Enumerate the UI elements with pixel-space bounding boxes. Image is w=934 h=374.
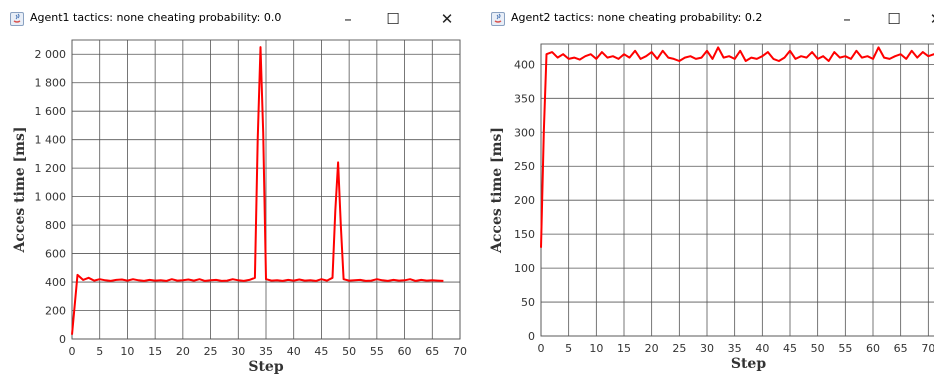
x-tick-label: 70 (453, 345, 467, 358)
x-tick-label: 65 (894, 342, 908, 355)
x-tick-label: 15 (148, 345, 162, 358)
window-title: Agent1 tactics: none cheating probabilit… (30, 11, 282, 24)
x-tick-label: 0 (69, 345, 76, 358)
y-tick-label: 50 (521, 296, 535, 309)
minimize-button[interactable]: – (843, 10, 851, 28)
x-tick-label: 20 (645, 342, 659, 355)
x-tick-label: 55 (370, 345, 384, 358)
y-tick-label: 300 (514, 126, 535, 139)
x-tick-label: 20 (176, 345, 190, 358)
x-tick-label: 35 (728, 342, 742, 355)
x-tick-label: 15 (617, 342, 631, 355)
java-app-icon (491, 12, 505, 26)
y-tick-label: 0 (59, 333, 66, 346)
y-axis-label: Acces time [ms] (489, 127, 505, 254)
series-line-0 (71, 46, 444, 335)
x-tick-label: 30 (700, 342, 714, 355)
x-tick-label: 60 (398, 345, 412, 358)
window-title: Agent2 tactics: none cheating probabilit… (511, 11, 763, 24)
agent1-window: Agent1 tactics: none cheating probabilit… (0, 0, 470, 374)
y-tick-label: 1 000 (35, 191, 67, 204)
x-tick-label: 25 (204, 345, 218, 358)
java-app-icon (10, 12, 24, 26)
x-tick-label: 55 (838, 342, 852, 355)
x-tick-label: 50 (342, 345, 356, 358)
x-axis-label: Step (731, 356, 766, 372)
y-axis-label: Acces time [ms] (12, 127, 28, 254)
y-tick-label: 250 (514, 160, 535, 173)
x-tick-label: 50 (811, 342, 825, 355)
minimize-button[interactable]: – (344, 10, 352, 28)
x-tick-label: 45 (783, 342, 797, 355)
agent1-title-bar[interactable]: Agent1 tactics: none cheating probabilit… (0, 0, 470, 36)
x-axis-label: Step (248, 359, 283, 374)
x-tick-label: 10 (589, 342, 603, 355)
agent2-window: Agent2 tactics: none cheating probabilit… (481, 0, 934, 374)
x-tick-label: 30 (231, 345, 245, 358)
y-tick-label: 200 (45, 305, 66, 318)
y-tick-label: 2 000 (35, 48, 67, 61)
y-tick-label: 600 (45, 248, 66, 261)
y-tick-label: 1 800 (35, 77, 67, 90)
x-tick-label: 45 (314, 345, 328, 358)
y-tick-label: 100 (514, 262, 535, 275)
series-line-0 (540, 46, 934, 248)
close-button[interactable]: ✕ (921, 5, 934, 33)
y-tick-label: 350 (514, 92, 535, 105)
x-tick-label: 40 (287, 345, 301, 358)
y-tick-label: 400 (45, 276, 66, 289)
agent2-title-bar[interactable]: Agent2 tactics: none cheating probabilit… (481, 0, 934, 36)
x-tick-label: 70 (921, 342, 934, 355)
maximize-button[interactable]: ☐ (887, 10, 901, 28)
x-tick-label: 60 (866, 342, 880, 355)
plot-area (540, 43, 934, 337)
x-tick-label: 40 (755, 342, 769, 355)
close-button[interactable]: ✕ (440, 10, 454, 28)
x-tick-label: 5 (96, 345, 103, 358)
x-tick-label: 35 (259, 345, 273, 358)
y-tick-label: 0 (528, 330, 535, 343)
x-tick-label: 65 (425, 345, 439, 358)
x-tick-label: 10 (120, 345, 134, 358)
y-tick-label: 150 (514, 228, 535, 241)
y-tick-label: 1 200 (35, 162, 67, 175)
y-tick-label: 400 (514, 58, 535, 71)
maximize-button[interactable]: ☐ (386, 10, 400, 28)
y-tick-label: 200 (514, 194, 535, 207)
x-tick-label: 0 (538, 342, 545, 355)
agent1-chart: 0 5 10 15 20 25 30 35 40 45 50 55 60 65 70 0 200 400 600 80… (12, 39, 467, 374)
y-tick-label: 800 (45, 219, 66, 232)
y-tick-label: 1 400 (35, 134, 67, 147)
agent2-chart: 0 5 10 15 20 25 30 35 40 45 50 55 60 65 70 0 50 100 150 200… (489, 43, 934, 372)
x-tick-label: 25 (672, 342, 686, 355)
x-tick-label: 5 (565, 342, 572, 355)
y-tick-label: 1 600 (35, 105, 67, 118)
